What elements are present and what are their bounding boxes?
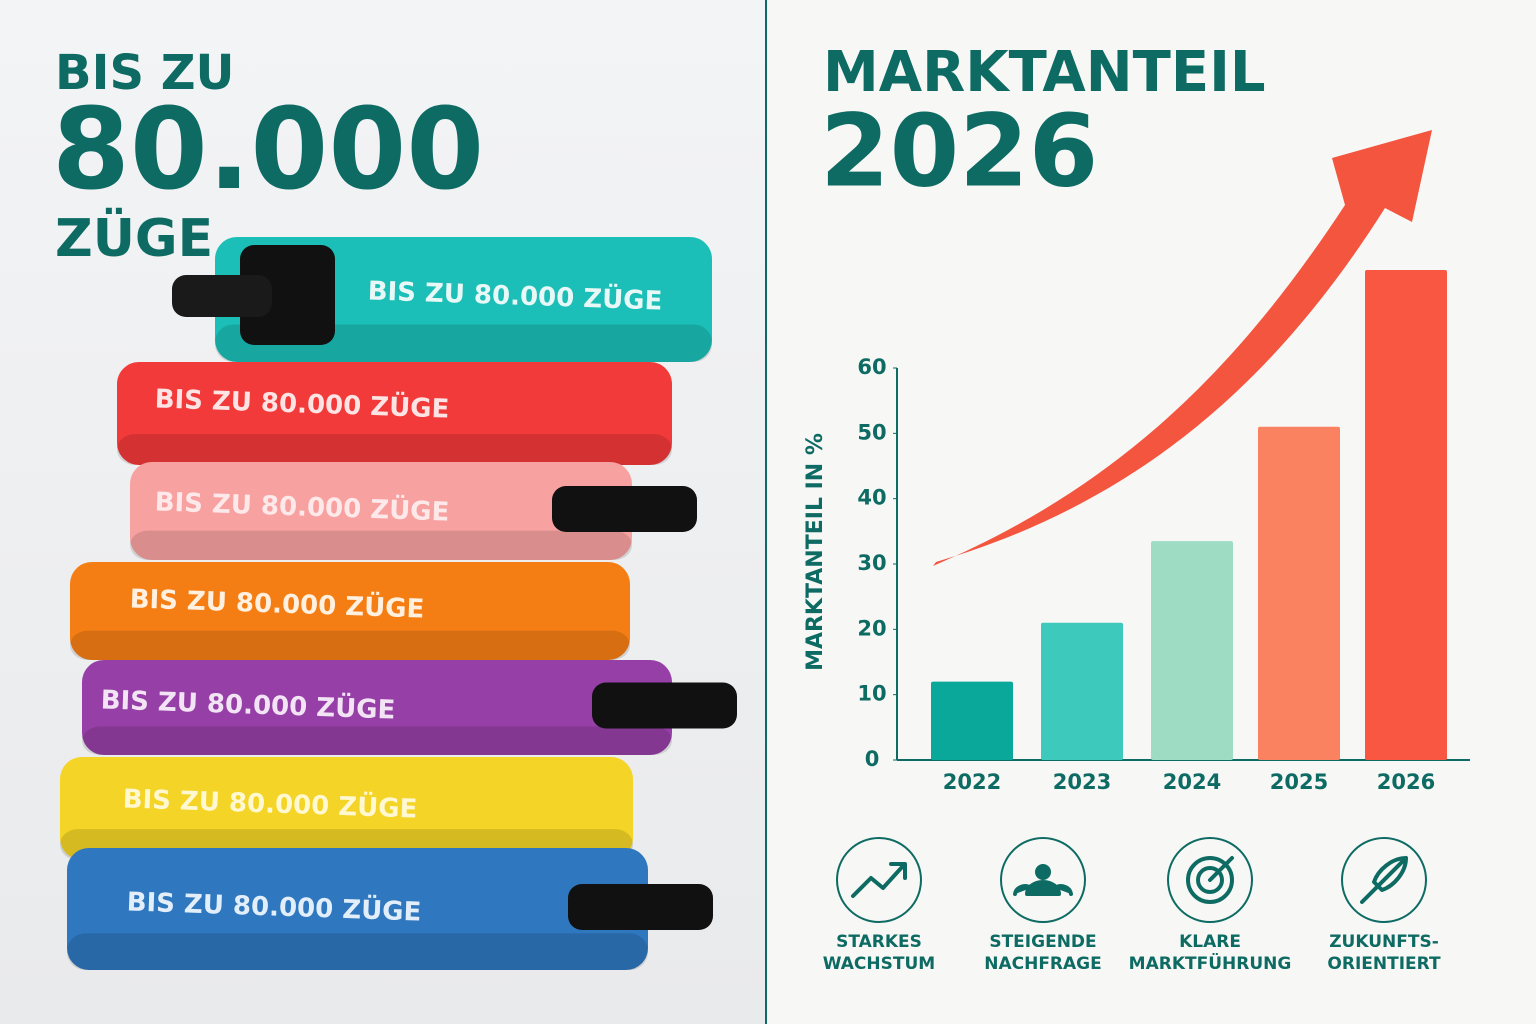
bar <box>931 681 1013 760</box>
mouthpiece <box>568 884 713 930</box>
feature-icon-ring <box>1167 837 1253 923</box>
device-shade <box>82 726 672 755</box>
feature-icon <box>851 862 907 898</box>
y-tick-label: 40 <box>857 486 886 510</box>
bar <box>1258 426 1340 760</box>
device <box>117 362 672 465</box>
headline-3: ZÜGE <box>55 207 213 269</box>
feature-label: STEIGENDE <box>989 932 1096 952</box>
mouthpiece <box>240 245 335 345</box>
x-tick-label: 2024 <box>1163 770 1221 794</box>
device <box>70 562 630 660</box>
device-shade <box>130 530 632 560</box>
x-tick-label: 2023 <box>1053 770 1111 794</box>
headline-2: 80.000 <box>52 85 484 215</box>
device <box>67 848 648 970</box>
feature-label: ZUKUNFTS- <box>1329 932 1439 952</box>
feature-label: WACHSTUM <box>823 954 935 974</box>
device-shade <box>70 630 630 660</box>
y-tick-label: 50 <box>857 420 886 444</box>
device <box>82 660 672 755</box>
growth-arrow <box>933 130 1432 566</box>
feature-icon <box>1360 856 1408 904</box>
device-shade <box>67 933 648 970</box>
bar <box>1041 622 1123 760</box>
feature-icon-ring <box>836 837 922 923</box>
chart-subtitle: 2026 <box>820 92 1098 209</box>
feature-label: STARKES <box>836 932 922 952</box>
feature-label: KLARE <box>1179 932 1241 952</box>
y-tick-label: 10 <box>857 682 886 706</box>
feature-label: MARKTFÜHRUNG <box>1129 952 1292 974</box>
feature-icon-ring <box>1341 837 1427 923</box>
x-tick-label: 2022 <box>943 770 1001 794</box>
y-tick-label: 20 <box>857 616 886 640</box>
chart-title: MARKTANTEIL <box>823 40 1266 105</box>
bars: 0 10 20 30 40 50 60 2022 2023 2024 2025 2026 <box>857 270 1447 794</box>
feature-icon <box>1013 864 1073 896</box>
x-tick-label: 2025 <box>1270 770 1328 794</box>
feature-icon <box>1186 856 1234 904</box>
mouthpiece-tip <box>172 275 272 317</box>
device-shade <box>215 324 712 362</box>
y-tick-label: 30 <box>857 551 886 575</box>
y-axis-label: MARKTANTEIL IN % <box>803 433 828 671</box>
feature-label: NACHFRAGE <box>984 954 1102 974</box>
mouthpiece <box>592 682 737 729</box>
feature-label: ORIENTIERT <box>1327 954 1441 974</box>
x-tick-label: 2026 <box>1377 770 1435 794</box>
device <box>130 462 632 560</box>
bar <box>1365 270 1447 760</box>
y-tick-label: 0 <box>865 747 880 771</box>
device-shade <box>117 434 672 465</box>
feature-icon-ring <box>1000 837 1086 923</box>
mouthpiece <box>552 486 697 532</box>
bar <box>1151 541 1233 760</box>
device <box>60 757 633 860</box>
device <box>215 237 712 362</box>
headline-1: BIS ZU <box>55 45 235 101</box>
y-tick-label: 60 <box>857 355 886 379</box>
